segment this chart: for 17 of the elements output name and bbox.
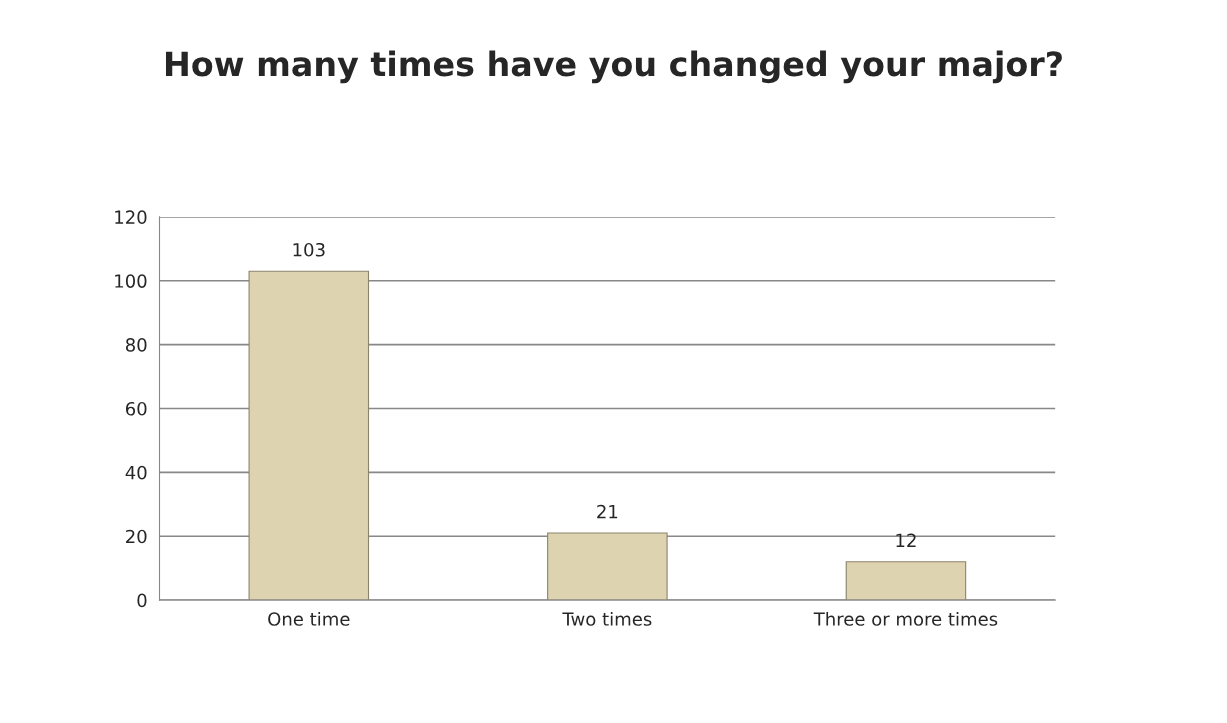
y-tick-label: 100 — [115, 274, 147, 288]
x-tick-label: Two times — [562, 611, 652, 626]
bar — [845, 561, 967, 601]
y-tick-label: 60 — [125, 401, 147, 416]
x-tick-label: One time — [268, 611, 350, 626]
bar — [248, 270, 370, 601]
y-tick-label: 0 — [137, 593, 147, 608]
y-tick-label: 20 — [126, 529, 147, 544]
data-label: 21 — [597, 504, 618, 519]
y-tick-label: 80 — [125, 338, 147, 352]
data-label: 12 — [896, 533, 916, 547]
chart-title: How many times have you changed your major? — [165, 50, 1062, 84]
y-tick-label: 40 — [125, 465, 147, 480]
bar — [547, 532, 668, 601]
x-tick-label: Three or more times — [813, 611, 998, 626]
data-label: 103 — [293, 242, 325, 257]
y-tick-label: 120 — [115, 210, 147, 225]
